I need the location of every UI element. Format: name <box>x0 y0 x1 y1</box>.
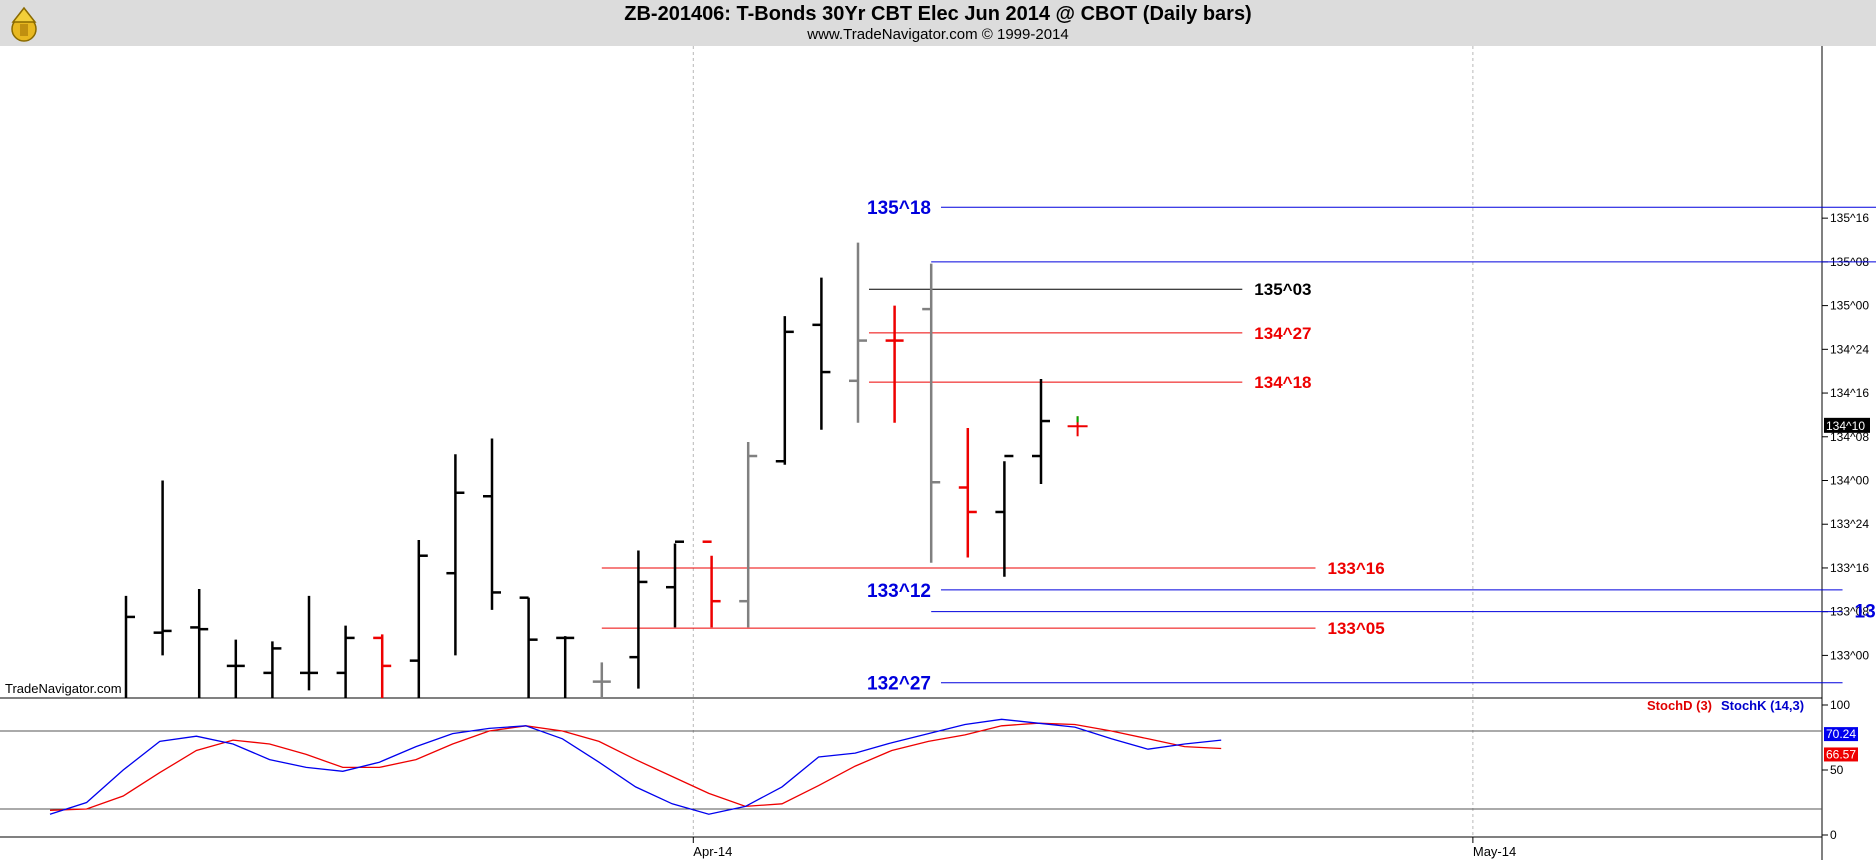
y-tick-label: 135^16 <box>1830 211 1869 225</box>
stoch-k-line <box>49 718 1222 815</box>
y-tick-label: 133^16 <box>1830 561 1869 575</box>
y-tick-label: 135^00 <box>1830 299 1869 313</box>
level-label: 135^03 <box>1254 280 1311 299</box>
level-label: 134^18 <box>1254 373 1311 392</box>
y-tick-label: 134^08 <box>1830 430 1869 444</box>
last-price-box <box>1824 417 1870 433</box>
y-tick-label: 134^00 <box>1830 474 1869 488</box>
last-price-label: 134^10 <box>1826 419 1865 433</box>
legend-stoch-k: StochK (14,3) <box>1721 698 1805 713</box>
y-tick-label: 133^24 <box>1830 517 1869 531</box>
y-tick-label: 134^24 <box>1830 342 1869 356</box>
trade-navigator-logo-icon <box>11 6 37 42</box>
osc-value-label: 66.57 <box>1826 747 1856 761</box>
level-label: 133^12 <box>867 581 931 602</box>
chart-background <box>0 46 1876 860</box>
ohlc-bars <box>124 242 1088 698</box>
legend-stoch-d: StochD (3) <box>1647 698 1712 713</box>
osc-y-tick-label: 100 <box>1830 698 1850 712</box>
level-label: 135^18 <box>867 198 931 219</box>
x-tick-label: May-14 <box>1473 844 1516 859</box>
y-tick-label: 133^08 <box>1830 605 1869 619</box>
y-tick-label: 134^16 <box>1830 386 1869 400</box>
support-resistance-levels: 135^18135^08135^03134^27134^18133^16133^… <box>601 198 1876 695</box>
osc-value-box <box>1824 727 1858 742</box>
ohlc-bar-group <box>124 242 1088 698</box>
stochastic-oscillator: 100 50 0 66.57 70.24 <box>0 698 1858 842</box>
y-tick-label: 133^00 <box>1830 648 1869 662</box>
axes: Apr-14 May-14 133^00 133^08 133^16 133^24 134^… <box>0 46 1870 860</box>
osc-value-label: 70.24 <box>1826 727 1856 741</box>
level-label: 133^16 <box>1328 559 1385 578</box>
watermark-label: TradeNavigator.com <box>5 681 122 696</box>
level-label: 133^08 <box>1855 602 1876 623</box>
chart-header: ZB-201406: T-Bonds 30Yr CBT Elec Jun 201… <box>0 0 1876 46</box>
stoch-d-line <box>49 722 1222 811</box>
osc-y-tick-label: 0 <box>1830 828 1837 842</box>
level-label: 132^27 <box>867 674 931 695</box>
osc-y-tick-label: 50 <box>1830 763 1844 777</box>
level-label: 134^27 <box>1254 324 1311 343</box>
osc-value-box <box>1824 747 1858 762</box>
chart-subtitle: www.TradeNavigator.com © 1999-2014 <box>807 26 1069 43</box>
chart-title: ZB-201406: T-Bonds 30Yr CBT Elec Jun 201… <box>624 3 1252 25</box>
x-tick-label: Apr-14 <box>693 844 732 859</box>
level-label: 133^05 <box>1328 619 1385 638</box>
